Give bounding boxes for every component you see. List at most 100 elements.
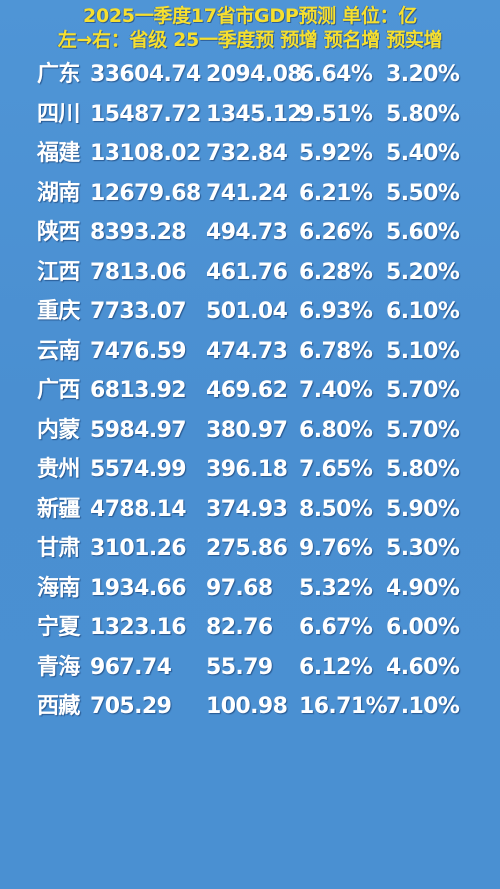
gdp-forecast-table: 广东 33604.74 2094.08 6.64% 3.20% 四川 15487.72 134… — [0, 57, 500, 729]
province-name-cell: 云南 — [37, 338, 80, 364]
table-row: 青海 967.74 55.79 6.12% 4.60% — [0, 650, 500, 690]
nominal-growth-cell: 6.12% — [299, 654, 373, 680]
nominal-growth-cell: 9.76% — [299, 536, 373, 561]
real-growth-cell: 7.10% — [386, 694, 460, 719]
real-growth-cell: 5.90% — [386, 496, 460, 522]
real-growth-cell: 3.20% — [386, 62, 460, 87]
increase-cell: 494.73 — [206, 220, 288, 245]
nominal-growth-cell: 6.28% — [299, 259, 373, 285]
increase-cell: 82.76 — [206, 615, 273, 640]
real-growth-cell: 5.30% — [386, 536, 460, 561]
chart-subtitle: 左→右：省级 25一季度预 预增 预名增 预实增 — [57, 29, 443, 51]
increase-cell: 461.76 — [206, 259, 288, 285]
province-name-cell: 新疆 — [37, 496, 80, 522]
gdp-forecast-cell: 3101.26 — [90, 536, 187, 561]
province-name-cell: 广西 — [37, 378, 80, 403]
table-row: 内蒙 5984.97 380.97 6.80% 5.70% — [0, 413, 500, 453]
gdp-forecast-cell: 1934.66 — [90, 575, 187, 601]
nominal-growth-cell: 16.71% — [299, 694, 388, 719]
increase-cell: 55.79 — [206, 654, 273, 680]
table-row: 重庆 7733.07 501.04 6.93% 6.10% — [0, 294, 500, 334]
gdp-forecast-cell: 705.29 — [90, 694, 172, 719]
nominal-growth-cell: 6.26% — [299, 220, 373, 245]
increase-cell: 100.98 — [206, 694, 288, 719]
gdp-forecast-cell: 7733.07 — [90, 299, 187, 324]
province-name-cell: 海南 — [37, 575, 80, 601]
nominal-growth-cell: 9.51% — [299, 101, 373, 127]
gdp-forecast-cell: 33604.74 — [90, 62, 201, 87]
chart-title: 2025一季度17省市GDP预测 单位：亿 — [83, 5, 417, 27]
province-name-cell: 宁夏 — [37, 615, 80, 640]
real-growth-cell: 4.60% — [386, 654, 460, 680]
real-growth-cell: 5.10% — [386, 338, 460, 364]
increase-cell: 474.73 — [206, 338, 288, 364]
increase-cell: 396.18 — [206, 457, 288, 482]
real-growth-cell: 4.90% — [386, 575, 460, 601]
increase-cell: 1345.12 — [206, 101, 303, 127]
gdp-forecast-cell: 15487.72 — [90, 101, 201, 127]
real-growth-cell: 6.10% — [386, 299, 460, 324]
province-name-cell: 西藏 — [37, 694, 80, 719]
gdp-forecast-cell: 1323.16 — [90, 615, 187, 640]
province-name-cell: 四川 — [37, 101, 80, 127]
real-growth-cell: 5.80% — [386, 457, 460, 482]
real-growth-cell: 5.60% — [386, 220, 460, 245]
table-row: 西藏 705.29 100.98 16.71% 7.10% — [0, 689, 500, 729]
real-growth-cell: 5.50% — [386, 180, 460, 206]
gdp-forecast-cell: 12679.68 — [90, 180, 201, 206]
gdp-forecast-cell: 8393.28 — [90, 220, 187, 245]
nominal-growth-cell: 6.80% — [299, 417, 373, 443]
gdp-forecast-cell: 13108.02 — [90, 141, 201, 166]
province-name-cell: 江西 — [37, 259, 80, 285]
table-row: 陕西 8393.28 494.73 6.26% 5.60% — [0, 215, 500, 255]
nominal-growth-cell: 8.50% — [299, 496, 373, 522]
nominal-growth-cell: 6.93% — [299, 299, 373, 324]
table-row: 甘肃 3101.26 275.86 9.76% 5.30% — [0, 531, 500, 571]
table-row: 宁夏 1323.16 82.76 6.67% 6.00% — [0, 610, 500, 650]
nominal-growth-cell: 6.64% — [299, 62, 373, 87]
table-row: 江西 7813.06 461.76 6.28% 5.20% — [0, 255, 500, 295]
increase-cell: 97.68 — [206, 575, 273, 601]
table-row: 新疆 4788.14 374.93 8.50% 5.90% — [0, 492, 500, 532]
chart-header: 2025一季度17省市GDP预测 单位：亿 左→右：省级 25一季度预 预增 预… — [0, 0, 500, 56]
province-name-cell: 湖南 — [37, 180, 80, 206]
nominal-growth-cell: 6.21% — [299, 180, 373, 206]
gdp-forecast-cell: 967.74 — [90, 654, 172, 680]
gdp-forecast-cell: 5574.99 — [90, 457, 187, 482]
nominal-growth-cell: 5.32% — [299, 575, 373, 601]
province-name-cell: 青海 — [37, 654, 80, 680]
table-row: 四川 15487.72 1345.12 9.51% 5.80% — [0, 97, 500, 137]
nominal-growth-cell: 6.67% — [299, 615, 373, 640]
real-growth-cell: 5.20% — [386, 259, 460, 285]
nominal-growth-cell: 7.40% — [299, 378, 373, 403]
gdp-forecast-cell: 4788.14 — [90, 496, 187, 522]
table-row: 云南 7476.59 474.73 6.78% 5.10% — [0, 334, 500, 374]
increase-cell: 275.86 — [206, 536, 288, 561]
real-growth-cell: 5.70% — [386, 417, 460, 443]
province-name-cell: 广东 — [37, 62, 80, 87]
province-name-cell: 陕西 — [37, 220, 80, 245]
increase-cell: 501.04 — [206, 299, 288, 324]
real-growth-cell: 6.00% — [386, 615, 460, 640]
real-growth-cell: 5.80% — [386, 101, 460, 127]
real-growth-cell: 5.70% — [386, 378, 460, 403]
gdp-forecast-cell: 7476.59 — [90, 338, 187, 364]
province-name-cell: 内蒙 — [37, 417, 80, 443]
gdp-forecast-cell: 7813.06 — [90, 259, 187, 285]
increase-cell: 2094.08 — [206, 62, 303, 87]
gdp-forecast-cell: 5984.97 — [90, 417, 187, 443]
province-name-cell: 重庆 — [37, 299, 80, 324]
nominal-growth-cell: 5.92% — [299, 141, 373, 166]
increase-cell: 741.24 — [206, 180, 288, 206]
increase-cell: 469.62 — [206, 378, 288, 403]
table-row: 海南 1934.66 97.68 5.32% 4.90% — [0, 571, 500, 611]
province-name-cell: 甘肃 — [37, 536, 80, 561]
nominal-growth-cell: 7.65% — [299, 457, 373, 482]
table-row: 贵州 5574.99 396.18 7.65% 5.80% — [0, 452, 500, 492]
table-row: 广西 6813.92 469.62 7.40% 5.70% — [0, 373, 500, 413]
table-row: 广东 33604.74 2094.08 6.64% 3.20% — [0, 57, 500, 97]
province-name-cell: 福建 — [37, 141, 80, 166]
increase-cell: 380.97 — [206, 417, 288, 443]
increase-cell: 732.84 — [206, 141, 288, 166]
table-row: 福建 13108.02 732.84 5.92% 5.40% — [0, 136, 500, 176]
